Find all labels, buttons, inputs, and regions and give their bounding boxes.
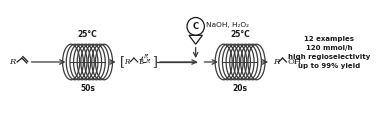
Text: NaOH, H₂O₂: NaOH, H₂O₂ [206, 22, 249, 28]
Text: 50s: 50s [80, 84, 95, 93]
Text: 12 examples: 12 examples [304, 36, 354, 42]
Text: 25°C: 25°C [78, 30, 98, 39]
Text: R: R [124, 58, 130, 66]
Text: 20s: 20s [232, 84, 248, 93]
Text: R: R [9, 58, 15, 66]
Text: [: [ [119, 55, 124, 69]
Text: R: R [273, 58, 279, 66]
Text: ]: ] [152, 55, 157, 69]
Text: B: B [139, 58, 144, 66]
Text: R': R' [146, 60, 151, 64]
Text: C: C [193, 22, 199, 31]
Text: high regioselectivity: high regioselectivity [288, 54, 370, 60]
Text: R': R' [144, 54, 149, 59]
Text: 25°C: 25°C [230, 30, 250, 39]
Text: OH: OH [287, 58, 302, 66]
Text: up to 99% yield: up to 99% yield [298, 63, 360, 69]
Text: 120 mmol/h: 120 mmol/h [306, 45, 352, 51]
